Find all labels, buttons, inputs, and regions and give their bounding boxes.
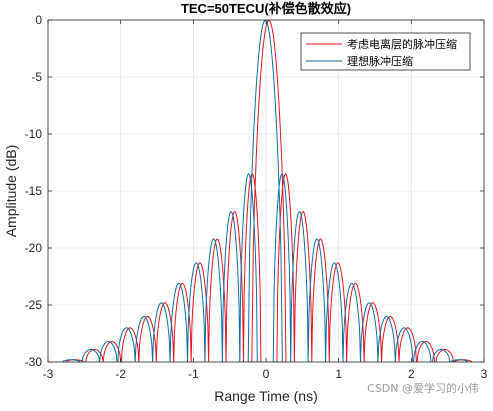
y-tick-label: -10 [25, 127, 43, 141]
y-axis-label: Amplitude (dB) [3, 145, 19, 238]
y-tick-label: -30 [25, 355, 43, 369]
y-tick-label: 0 [35, 13, 42, 27]
x-tick-label: -1 [188, 367, 199, 381]
legend-label-ionosphere: 考虑电离层的脉冲压缩 [347, 37, 457, 51]
chart-title: TEC=50TECU(补偿色散效应) [181, 1, 351, 16]
legend-label-ideal: 理想脉冲压缩 [347, 54, 413, 68]
x-tick-label: 1 [335, 367, 342, 381]
legend: 考虑电离层的脉冲压缩 理想脉冲压缩 [301, 33, 470, 70]
x-tick-label: 3 [481, 367, 488, 381]
x-tick-label: 0 [263, 367, 270, 381]
y-tick-label: -15 [25, 184, 43, 198]
y-tick-label: -25 [25, 298, 43, 312]
watermark: CSDN @爱学习的小伟 [367, 380, 479, 396]
y-tick-label: -5 [31, 70, 42, 84]
y-tick-label: -20 [25, 241, 43, 255]
x-tick-label: 2 [408, 367, 415, 381]
x-tick-label: -3 [43, 367, 54, 381]
x-tick-label: -2 [115, 367, 126, 381]
x-axis-label: Range Time (ns) [214, 388, 317, 404]
